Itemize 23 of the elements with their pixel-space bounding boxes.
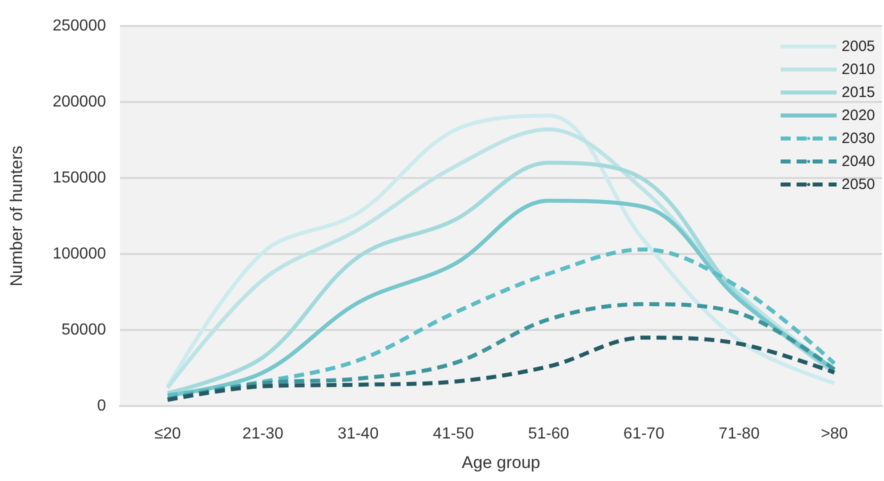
x-tick-label: ≤20 — [154, 426, 182, 442]
y-tick-label: 50000 — [62, 322, 106, 338]
legend-label: 2050 — [842, 176, 876, 193]
legend-label: 2040 — [842, 153, 876, 170]
x-tick-label: 51-60 — [528, 426, 570, 442]
legend-label: 2020 — [842, 107, 876, 124]
y-tick-label: 0 — [97, 398, 106, 414]
x-tick-label: 71-80 — [718, 426, 760, 442]
x-tick-label: 41-50 — [432, 426, 474, 442]
x-axis-title: Age group — [462, 453, 540, 472]
y-tick-label: 150000 — [52, 170, 106, 186]
legend-label: 2010 — [842, 61, 876, 78]
legend-label: 2015 — [842, 84, 876, 101]
x-tick-label: 61-70 — [623, 426, 664, 442]
y-tick-label: 100000 — [52, 246, 106, 262]
x-tick-label: 31-40 — [338, 426, 379, 442]
x-tick-label: >80 — [820, 426, 848, 442]
y-tick-label: 250000 — [52, 18, 106, 34]
x-tick-label: 21-30 — [242, 426, 284, 442]
legend-label: 2005 — [842, 38, 876, 55]
y-axis-title: Number of hunters — [7, 146, 26, 286]
legend-label: 2030 — [842, 130, 876, 147]
y-tick-label: 200000 — [52, 94, 106, 110]
